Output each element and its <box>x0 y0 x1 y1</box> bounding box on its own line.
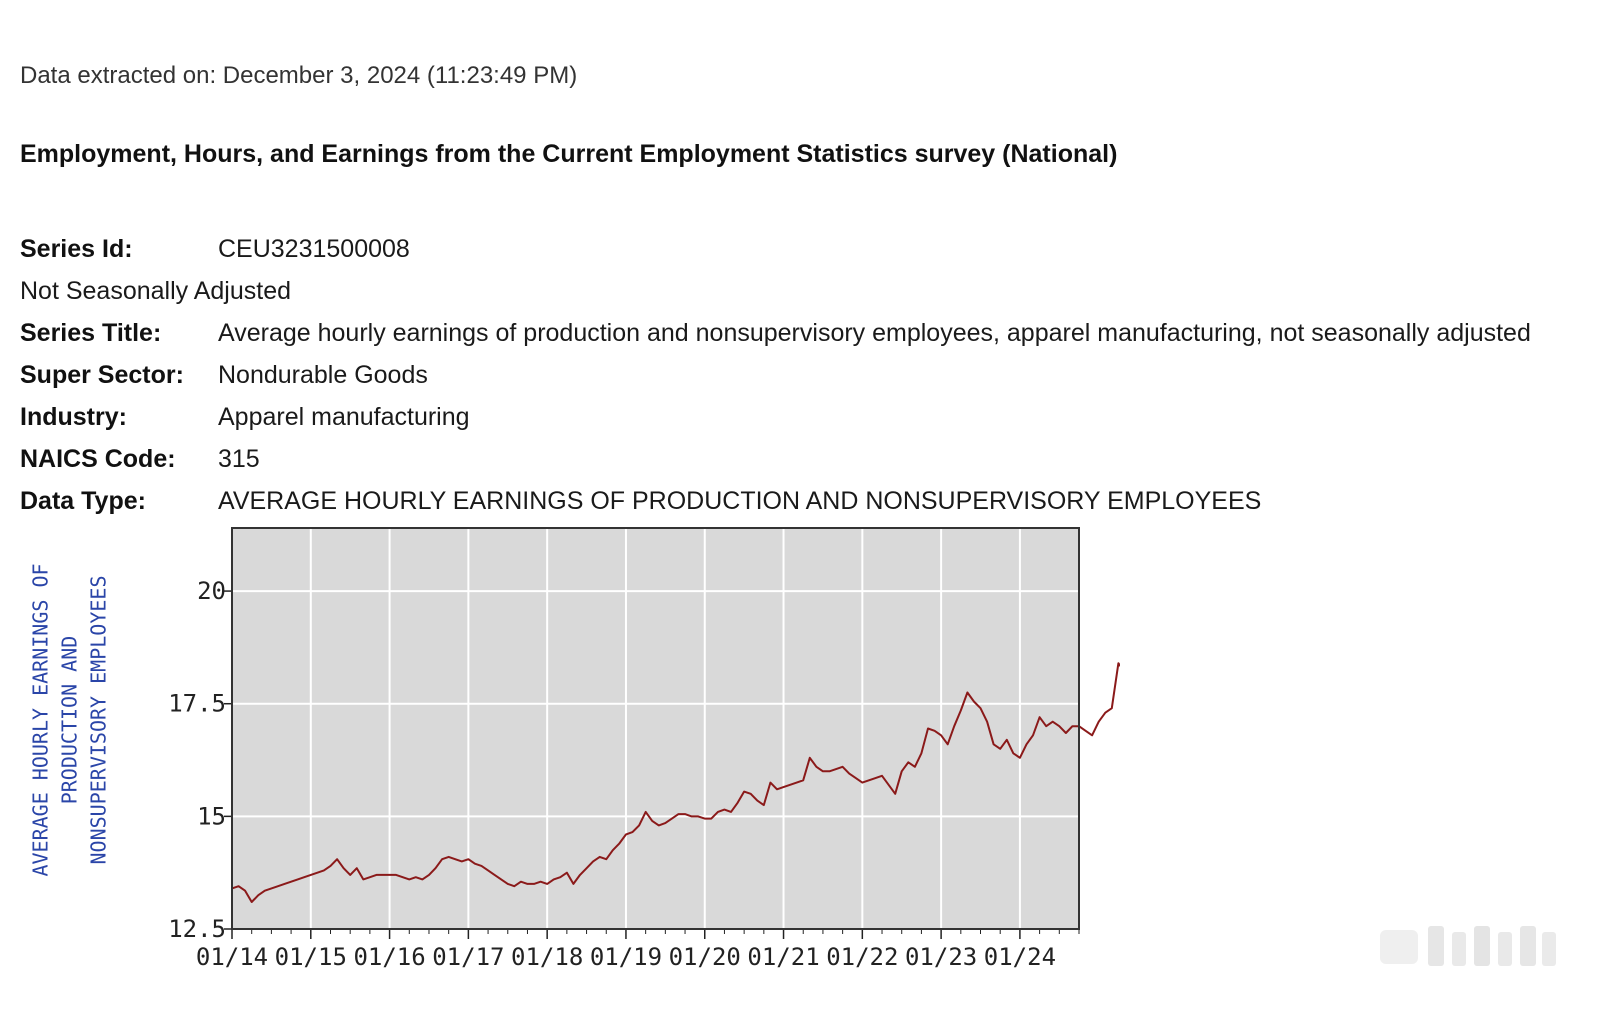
series-id-value: CEU3231500008 <box>218 234 410 263</box>
y-axis-label: AVERAGE HOURLY EARNINGS OF PRODUCTION AND… <box>28 563 111 877</box>
plot-background <box>232 528 1079 929</box>
y-tick-label: 20 <box>197 577 226 605</box>
data-type-value: AVERAGE HOURLY EARNINGS OF PRODUCTION AN… <box>218 486 1262 515</box>
series-id-label: Series Id: <box>20 234 133 263</box>
naics-code-label: NAICS Code: <box>20 444 176 473</box>
x-tick-label: 01/17 <box>432 943 504 971</box>
meta-row-data-type: Data Type: AVERAGE HOURLY EARNINGS OF PR… <box>20 480 1610 522</box>
series-title-label: Series Title: <box>20 318 162 347</box>
naics-code-value: 315 <box>218 444 260 473</box>
industry-label: Industry: <box>20 402 127 431</box>
y-tick-label: 12.5 <box>168 915 226 943</box>
series-metadata: Series Id: CEU3231500008 Not Seasonally … <box>20 228 1610 522</box>
industry-value: Apparel manufacturing <box>218 402 470 431</box>
meta-row-naics: NAICS Code: 315 <box>20 438 1610 480</box>
x-tick-label: 01/14 <box>196 943 268 971</box>
super-sector-value: Nondurable Goods <box>218 360 428 389</box>
seasonal-adjustment: Not Seasonally Adjusted <box>20 276 292 305</box>
x-tick-label: 01/22 <box>826 943 898 971</box>
y-tick-label: 17.5 <box>168 690 226 718</box>
super-sector-label: Super Sector: <box>20 360 184 389</box>
meta-row-super-sector: Super Sector: Nondurable Goods <box>20 354 1610 396</box>
data-type-label: Data Type: <box>20 486 146 515</box>
x-tick-label: 01/20 <box>669 943 741 971</box>
series-line <box>231 662 1120 903</box>
page-title: Employment, Hours, and Earnings from the… <box>20 140 1118 168</box>
x-tick-label: 01/19 <box>590 943 662 971</box>
meta-row-series-id: Series Id: CEU3231500008 <box>20 228 1610 270</box>
faded-watermark-icon <box>1380 926 1556 966</box>
series-title-value: Average hourly earnings of production an… <box>218 318 1531 347</box>
x-tick-label: 01/21 <box>747 943 819 971</box>
x-tick-label: 01/15 <box>275 943 347 971</box>
chart-canvas: 01/14 01/15 01/16 01/17 01/18 01/19 01/20 01/21… <box>168 527 1120 971</box>
x-tick-label: 01/24 <box>984 943 1056 971</box>
meta-row-adjustment: Not Seasonally Adjusted <box>20 270 1610 312</box>
x-tick-label: 01/18 <box>511 943 583 971</box>
y-tick-label: 15 <box>197 802 226 830</box>
x-tick-label: 01/16 <box>353 943 425 971</box>
extraction-timestamp: Data extracted on: December 3, 2024 (11:… <box>20 62 578 89</box>
meta-row-industry: Industry: Apparel manufacturing <box>20 396 1610 438</box>
x-tick-label: 01/23 <box>905 943 977 971</box>
plot-frame <box>231 527 1080 930</box>
meta-row-series-title: Series Title: Average hourly earnings of… <box>20 312 1610 354</box>
earnings-line-chart: 01/14 01/15 01/16 01/17 01/18 01/19 01/20 01/21… <box>60 520 1120 1014</box>
